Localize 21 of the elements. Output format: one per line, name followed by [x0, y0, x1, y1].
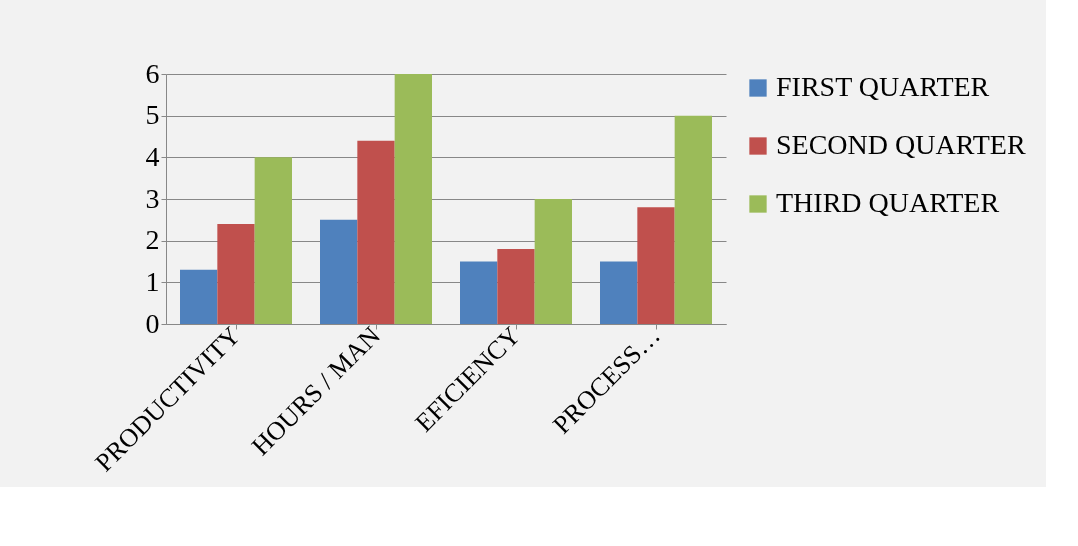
bar	[394, 74, 432, 324]
bar	[534, 199, 572, 324]
y-tick-label: 6	[145, 57, 160, 89]
legend-label: FIRST QUARTER	[776, 71, 990, 102]
bar	[674, 115, 712, 324]
bar	[357, 140, 395, 324]
bar	[460, 261, 498, 324]
bar	[637, 207, 675, 324]
bar	[320, 219, 358, 324]
bar	[180, 269, 218, 324]
bar	[254, 157, 292, 324]
bar	[497, 249, 535, 324]
y-tick-label: 4	[145, 140, 160, 172]
bar	[217, 224, 255, 324]
legend-label: SECOND QUARTER	[776, 129, 1026, 160]
y-tick-label: 5	[145, 99, 160, 131]
bar	[600, 261, 638, 324]
legend-label: THIRD QUARTER	[776, 187, 1000, 218]
y-tick-label: 3	[145, 182, 160, 214]
y-tick-label: 1	[145, 265, 160, 297]
y-tick-label: 2	[145, 224, 160, 256]
